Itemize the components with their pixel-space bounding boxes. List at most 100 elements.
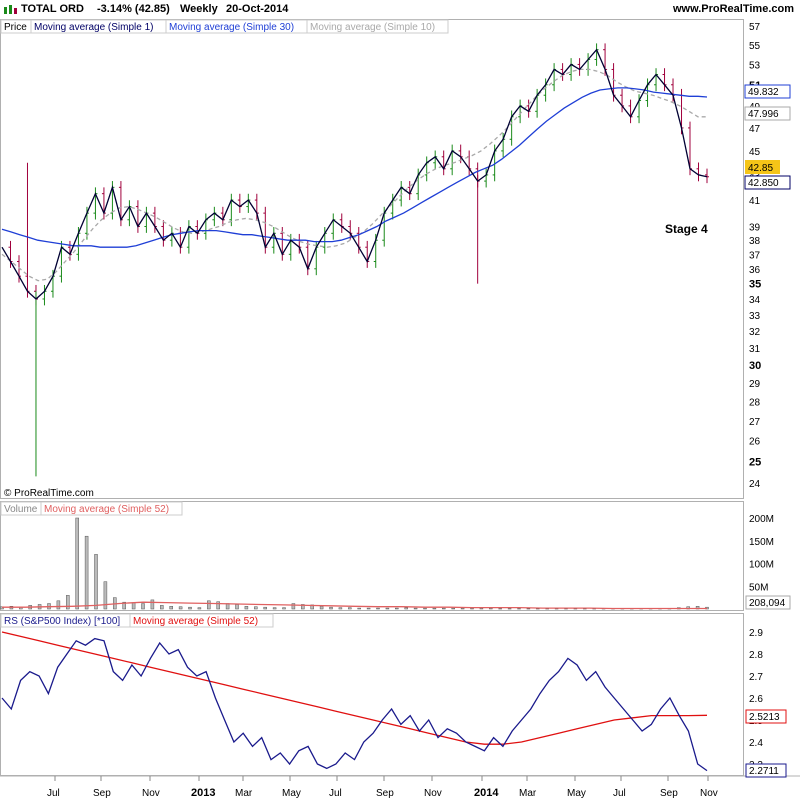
x-tick-label: Mar [519, 788, 537, 799]
ma30-line [1, 87, 708, 248]
price-legend: Price Moving average (Simple 1) Moving a… [0, 19, 449, 34]
legend-ma1: Moving average (Simple 1) [34, 22, 154, 33]
chart-header: TOTAL ORD -3.14% (42.85) Weekly 20-Oct-2… [0, 0, 800, 19]
volume-panel-frame [0, 501, 744, 611]
price-y-tick: 33 [749, 311, 761, 322]
x-tick-label: Nov [700, 788, 718, 799]
volume-bar [357, 607, 361, 610]
x-tick-label: Jul [613, 788, 626, 799]
price-y-tick: 38 [749, 236, 761, 247]
ma1-line [1, 48, 708, 300]
volume-bar [188, 606, 192, 610]
volume-bar [263, 606, 267, 610]
rs-y-tick: 2.9 [749, 628, 763, 639]
volume-bar [517, 608, 521, 610]
rs-line [1, 637, 708, 772]
site-url: www.ProRealTime.com [672, 3, 794, 15]
price-y-tick: 26 [749, 437, 761, 448]
ma10-badge: 47.996 [748, 109, 779, 120]
ma30-badge: 49.832 [748, 87, 779, 98]
price-plot [1, 43, 709, 477]
volume-bar [385, 607, 390, 610]
x-tick-label: 2014 [474, 787, 499, 799]
volume-bar [404, 607, 408, 610]
volume-bar [235, 604, 239, 610]
rs-ma-line [1, 631, 708, 745]
price-y-tick: 31 [749, 344, 761, 355]
volume-y-tick: 50M [749, 582, 768, 593]
volume-bar [75, 517, 79, 610]
legend-ma30: Moving average (Simple 30) [169, 22, 294, 33]
candle-icon [3, 4, 17, 16]
legend-ma10: Moving average (Simple 10) [310, 22, 435, 33]
price-y-tick: 37 [749, 250, 761, 261]
price-y-tick: 32 [749, 327, 761, 338]
x-tick-label: Sep [660, 788, 678, 799]
x-tick-label: 2013 [191, 787, 215, 799]
volume-bar [103, 581, 108, 610]
price-y-tick: 39 [749, 222, 761, 233]
volume-bar [122, 601, 126, 610]
volume-bar [507, 608, 512, 610]
volume-bar [272, 607, 277, 610]
x-tick-label: Sep [93, 788, 111, 799]
volume-bar [338, 607, 343, 610]
volume-ma-line [2, 601, 707, 610]
chart-date: 20-Oct-2014 [226, 3, 289, 15]
price-y-tick: 30 [749, 360, 761, 372]
legend-volume: Volume [4, 504, 38, 515]
volume-y-tick: 200M [749, 514, 774, 525]
price-badges: 49.832 47.996 42.85 42.850 [744, 84, 791, 190]
x-tick-label: Mar [235, 788, 253, 799]
volume-bar [329, 606, 333, 610]
rs-y-tick: 2.7 [749, 672, 763, 683]
volume-bar [84, 535, 89, 610]
copyright: © ProRealTime.com [4, 488, 94, 499]
volume-bar [141, 603, 145, 610]
volume-bar [498, 608, 502, 610]
volume-bar [423, 607, 427, 610]
volume-bar [460, 607, 465, 610]
last-price-badge: 42.85 [748, 163, 773, 174]
rs-y-tick: 2.8 [749, 650, 763, 661]
ma10-line [1, 68, 707, 282]
price-y-tick: 57 [749, 22, 761, 33]
price-y-tick: 53 [749, 60, 761, 71]
price-panel-frame [0, 19, 744, 499]
price-y-tick: 27 [749, 417, 761, 428]
rs-panel-frame [0, 613, 744, 776]
volume-y-tick: 100M [749, 560, 774, 571]
volume-bar [301, 604, 305, 610]
price-y-tick: 41 [749, 196, 761, 207]
volume-bar [131, 602, 136, 610]
legend-rs-ma: Moving average (Simple 52) [133, 616, 258, 627]
ma1-badge: 42.850 [748, 178, 779, 189]
volume-bar [244, 606, 249, 610]
rs-last-badge: 2.2711 [749, 766, 779, 777]
volume-bar [56, 600, 61, 610]
volume-bar [178, 606, 183, 610]
volume-bar [207, 600, 211, 610]
x-tick-label: Sep [376, 788, 394, 799]
volume-bar [319, 606, 324, 610]
rs-y-tick: 2.4 [749, 738, 763, 749]
price-y-tick: 34 [749, 295, 761, 306]
volume-bar [442, 607, 446, 610]
volume-legend: Volume Moving average (Simple 52) [0, 501, 183, 516]
rs-y-tick: 2.6 [749, 694, 763, 705]
volume-plot [0, 517, 709, 610]
price-y-tick: 25 [749, 456, 761, 468]
volume-bar [94, 554, 98, 610]
volume-ma-badge: 208,094 [749, 598, 786, 609]
volume-bar [254, 606, 258, 610]
volume-bar [216, 601, 220, 610]
volume-bar [432, 607, 437, 610]
rs-plot [1, 631, 708, 772]
volume-bar [451, 607, 455, 610]
price-y-tick: 47 [749, 124, 761, 135]
volume-bar [282, 607, 286, 610]
x-axis: Jul Sep Nov 2013 Mar May Jul Sep Nov 2014 Mar May Ju… [47, 776, 718, 799]
x-tick-label: Jul [329, 788, 342, 799]
volume-bar [160, 605, 164, 610]
